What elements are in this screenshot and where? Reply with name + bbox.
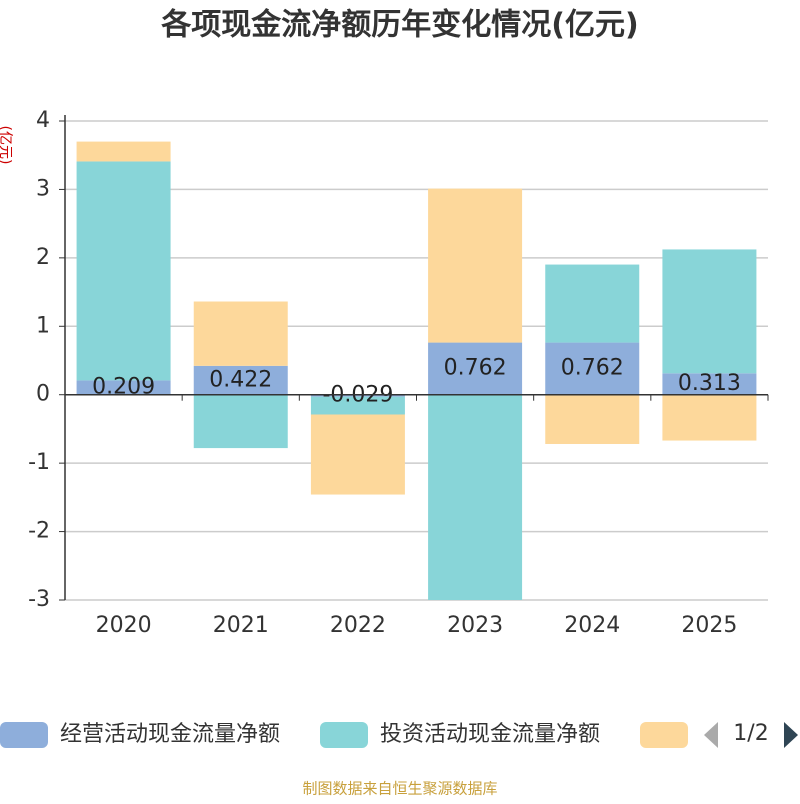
bar	[310, 414, 405, 495]
x-tick-label: 2022	[330, 613, 386, 638]
bar	[193, 301, 288, 366]
y-tick-label: 0	[36, 382, 50, 407]
legend-swatch	[320, 722, 368, 748]
bar	[428, 342, 523, 395]
bar	[193, 394, 288, 449]
legend-label: 经营活动现金流量净额	[60, 722, 280, 747]
y-axis-label: (亿元)	[0, 126, 13, 165]
x-tick-label: 2021	[213, 613, 269, 638]
bar	[428, 394, 523, 600]
x-tick-label: 2023	[447, 613, 503, 638]
data-label: 0.209	[92, 375, 155, 400]
data-label: 0.762	[561, 356, 624, 381]
y-tick-label: 4	[36, 108, 50, 133]
bar	[545, 342, 640, 395]
y-tick-label: -3	[28, 587, 50, 612]
bar	[76, 380, 171, 395]
bar	[310, 394, 405, 397]
legend-label: 投资活动现金流量净额	[380, 722, 600, 747]
bar	[662, 394, 757, 441]
bar	[662, 249, 757, 374]
x-tick-label: 2025	[681, 613, 737, 638]
bar	[310, 396, 405, 415]
bar	[545, 394, 640, 444]
data-label: 0.762	[444, 356, 507, 381]
bar	[76, 161, 171, 381]
source-note: 制图数据来自恒生聚源数据库	[302, 780, 497, 798]
bar	[545, 264, 640, 343]
y-tick-label: 3	[36, 176, 50, 201]
data-label: 0.313	[678, 371, 741, 396]
bar	[662, 373, 757, 395]
legend-swatch	[640, 722, 688, 748]
data-label: 0.422	[209, 367, 272, 392]
y-tick-label: -2	[28, 519, 50, 544]
legend-next[interactable]	[784, 722, 798, 748]
bar	[428, 188, 523, 343]
bar	[193, 365, 288, 395]
x-tick-label: 2024	[564, 613, 620, 638]
bar	[76, 141, 171, 162]
legend-swatch	[0, 722, 48, 748]
x-tick-label: 2020	[96, 613, 152, 638]
legend-prev[interactable]	[704, 722, 718, 748]
y-tick-label: -1	[28, 450, 50, 475]
y-tick-label: 2	[36, 245, 50, 270]
legend-page: 1/2	[733, 721, 768, 746]
y-tick-label: 1	[36, 313, 50, 338]
chart-title: 各项现金流净额历年变化情况(亿元)	[160, 8, 638, 43]
